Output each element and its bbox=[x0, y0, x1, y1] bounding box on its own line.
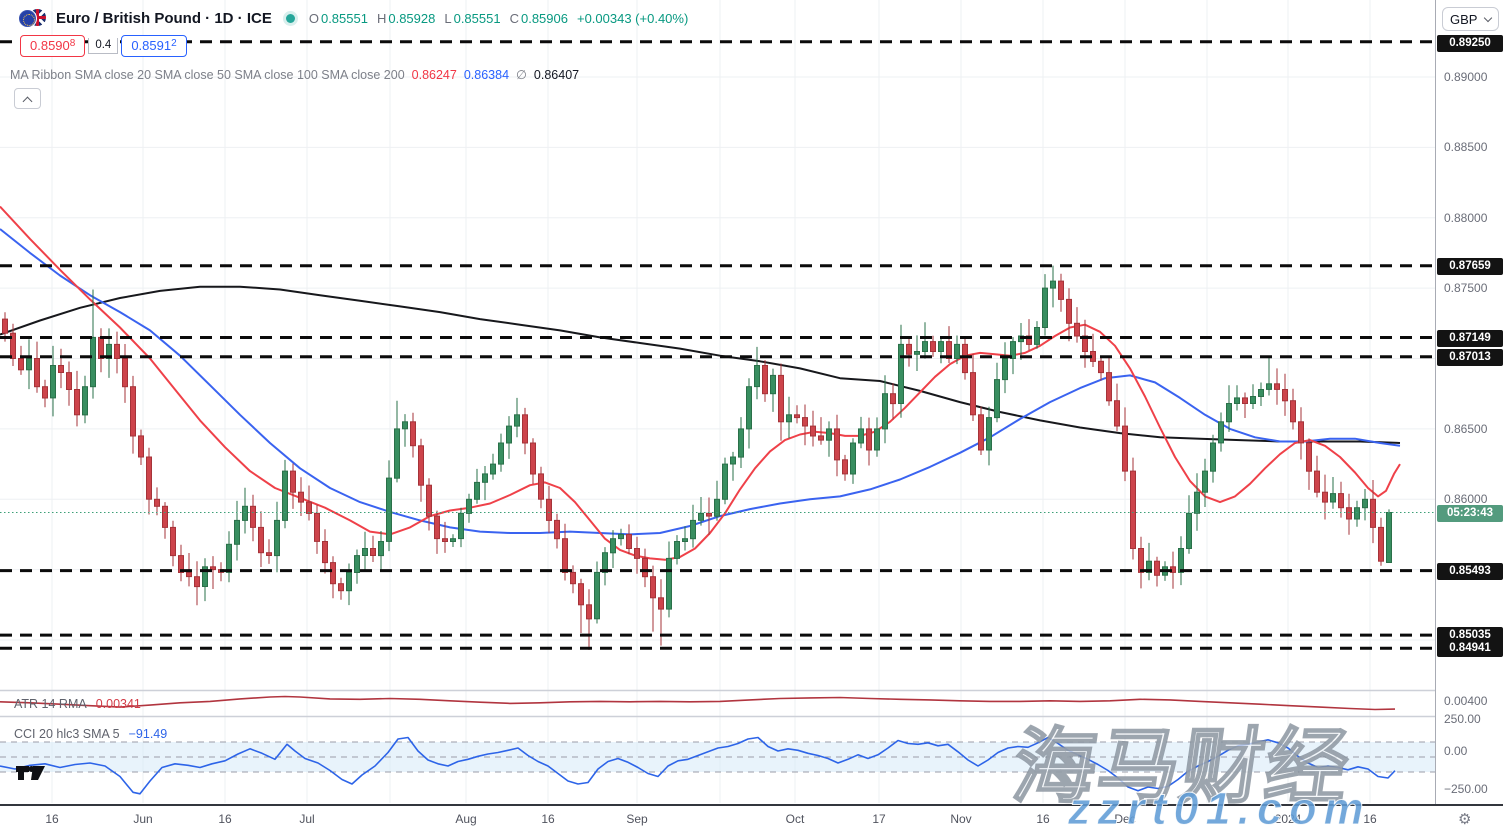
time-axis-label: 16 bbox=[1036, 812, 1050, 826]
symbol-title[interactable]: Euro / British Pound · 1D · ICE bbox=[56, 9, 272, 27]
price-label: 0.86000 bbox=[1444, 492, 1488, 506]
change-value: +0.00343 (+0.40%) bbox=[576, 10, 689, 26]
level-price-badge: 0.85493 bbox=[1437, 563, 1503, 580]
level-price-badge: 0.89250 bbox=[1437, 35, 1503, 52]
sma100-null-symbol: ∅ bbox=[516, 68, 527, 82]
chart-canvas[interactable] bbox=[0, 0, 1435, 804]
time-axis-label: 17 bbox=[872, 812, 886, 826]
price-label: 0.86500 bbox=[1444, 422, 1488, 436]
open-value: 0.85551 bbox=[320, 10, 368, 26]
high-value: 0.85928 bbox=[388, 10, 436, 26]
level-price-badge: 0.87013 bbox=[1437, 349, 1503, 366]
price-label: −250.00 bbox=[1444, 782, 1488, 796]
time-axis-label: 16 bbox=[1363, 812, 1377, 826]
cci-legend[interactable]: CCI 20 hlc3 SMA 5 −91.49 bbox=[14, 727, 168, 741]
bid-ask-row: 0.85908 0.4 0.85912 bbox=[20, 35, 187, 57]
level-price-badge: 0.84941 bbox=[1437, 640, 1503, 657]
low-value: 0.85551 bbox=[453, 10, 501, 26]
sell-button[interactable]: 0.85908 bbox=[20, 35, 86, 57]
chevron-down-icon bbox=[1483, 13, 1493, 22]
ohlc-readout: O 0.85551 H 0.85928 L 0.85551 C 0.85906 +0.0… bbox=[308, 10, 689, 26]
sma200-value: 0.86407 bbox=[533, 68, 580, 82]
time-axis-label: Oct bbox=[785, 812, 805, 826]
close-value: 0.85906 bbox=[520, 10, 568, 26]
level-price-badge: 0.87149 bbox=[1437, 330, 1503, 347]
sma50-value: 0.86384 bbox=[463, 68, 510, 82]
eu-flag-icon bbox=[18, 9, 37, 28]
time-axis-label: 16 bbox=[218, 812, 232, 826]
cci-value: −91.49 bbox=[128, 727, 168, 741]
time-axis-label: 2024 bbox=[1274, 812, 1302, 826]
time-axis-label: Aug bbox=[455, 812, 477, 826]
price-label: 0.88500 bbox=[1444, 140, 1488, 154]
tradingview-logo[interactable] bbox=[16, 760, 46, 793]
atr-legend[interactable]: ATR 14 RMA 0.00341 bbox=[14, 697, 141, 711]
atr-value: 0.00341 bbox=[95, 697, 141, 711]
time-axis-label: 16 bbox=[541, 812, 555, 826]
time-axis[interactable]: 16 Jun 16 Jul Aug 16 Sep Oct 17 Nov 16 Dec 2024 16 ⚙ bbox=[0, 804, 1503, 834]
price-label: 0.00400 bbox=[1444, 694, 1488, 708]
level-price-badge: 0.85035 bbox=[1437, 627, 1503, 644]
buy-button[interactable]: 0.85912 bbox=[121, 35, 187, 57]
price-label: 0.88000 bbox=[1444, 211, 1488, 225]
market-status-dot-icon bbox=[285, 13, 295, 23]
spread-value: 0.4 bbox=[88, 38, 119, 54]
price-label: 0.87500 bbox=[1444, 281, 1488, 295]
ma-ribbon-legend[interactable]: MA Ribbon SMA close 20 SMA close 50 SMA … bbox=[10, 68, 580, 82]
level-price-badge: 0.87659 bbox=[1437, 258, 1503, 275]
gear-icon[interactable]: ⚙ bbox=[1458, 811, 1472, 828]
currency-pair-icon bbox=[18, 8, 48, 28]
collapse-indicators-button[interactable] bbox=[14, 88, 41, 109]
time-axis-label: Jul bbox=[299, 812, 315, 826]
currency-selector[interactable]: GBP bbox=[1442, 7, 1499, 31]
chevron-up-icon bbox=[22, 96, 33, 107]
price-label: 0.89000 bbox=[1444, 70, 1488, 84]
sma20-value: 0.86247 bbox=[411, 68, 457, 82]
time-axis-label: Nov bbox=[950, 812, 972, 826]
price-scale[interactable]: GBP 0.89000 0.88500 0.88000 0.87500 0.86500 0… bbox=[1435, 0, 1503, 804]
time-axis-label: Jun bbox=[133, 812, 153, 826]
time-axis-label: Sep bbox=[626, 812, 648, 826]
countdown-badge: 05:23:43 bbox=[1437, 505, 1503, 522]
time-axis-label: 16 bbox=[45, 812, 59, 826]
price-label: 0.00 bbox=[1444, 744, 1468, 758]
time-axis-label: Dec bbox=[1114, 812, 1136, 826]
price-label: 250.00 bbox=[1444, 712, 1481, 726]
